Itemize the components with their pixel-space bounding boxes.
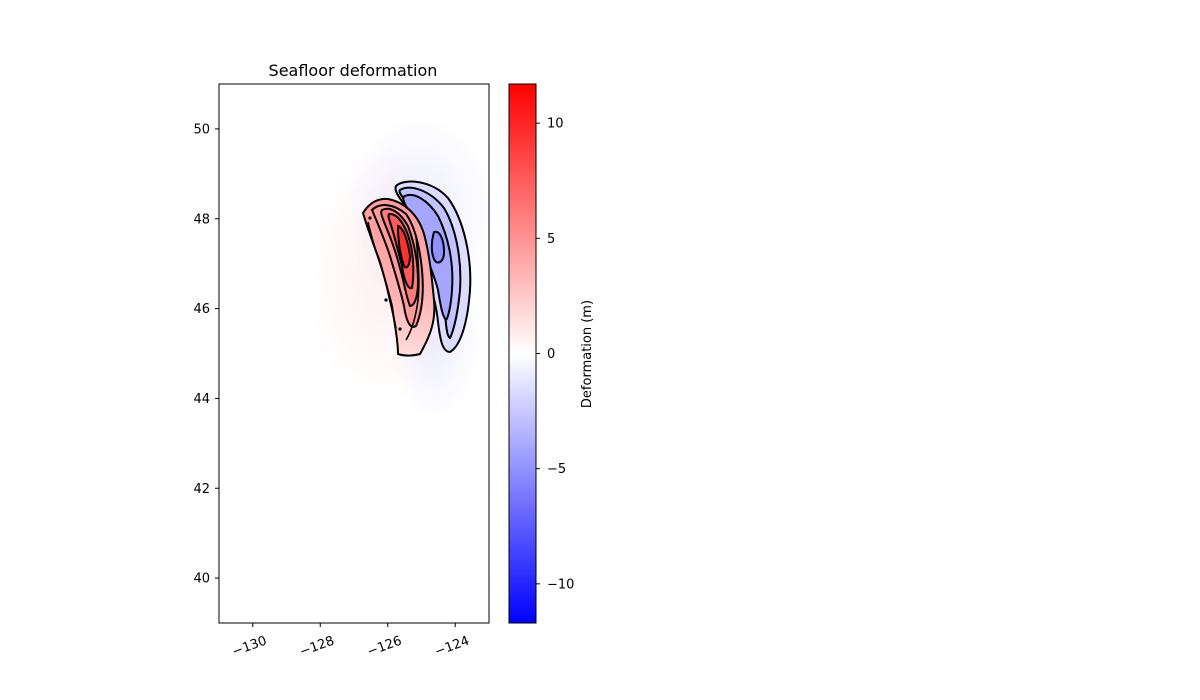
colorbar [508,83,537,624]
y-tick-label: 46 [193,302,210,317]
colorbar-tick-label: −5 [547,462,566,477]
uplift-contour-west [367,221,397,329]
colorbar-axis: 10 5 0 −5 −10 [536,117,574,592]
chart-title: Seafloor deformation [269,61,438,80]
uplift-contour-dot-3 [368,216,372,220]
colorbar-tick-label: 0 [547,347,555,362]
plot-area [219,84,489,623]
subsidence-core [430,230,446,264]
uplift-contour-dot-1 [384,298,388,302]
deformation-field [305,115,489,420]
x-axis: −130 −128 −126 −124 [230,623,471,660]
colorbar-label: Deformation (m) [580,300,595,408]
plot-frame [218,83,490,624]
y-axis: 40 42 44 46 48 50 [193,122,219,587]
uplift-core [396,224,412,269]
y-tick-label: 40 [193,572,210,587]
x-tick-label: −126 [365,634,404,660]
y-tick-label: 42 [193,482,210,497]
x-tick-label: −128 [298,634,337,660]
x-tick-label: −124 [433,634,472,660]
x-tick-label: −130 [230,634,269,660]
y-tick-label: 50 [193,122,210,137]
y-tick-label: 44 [193,392,210,407]
uplift-contour-east [405,235,420,341]
y-tick-label: 48 [193,212,210,227]
colorbar-tick-label: −10 [547,577,574,592]
uplift-contour-dot-2 [398,327,402,331]
colorbar-tick-label: 5 [547,232,555,247]
colorbar-tick-label: 10 [547,117,564,132]
